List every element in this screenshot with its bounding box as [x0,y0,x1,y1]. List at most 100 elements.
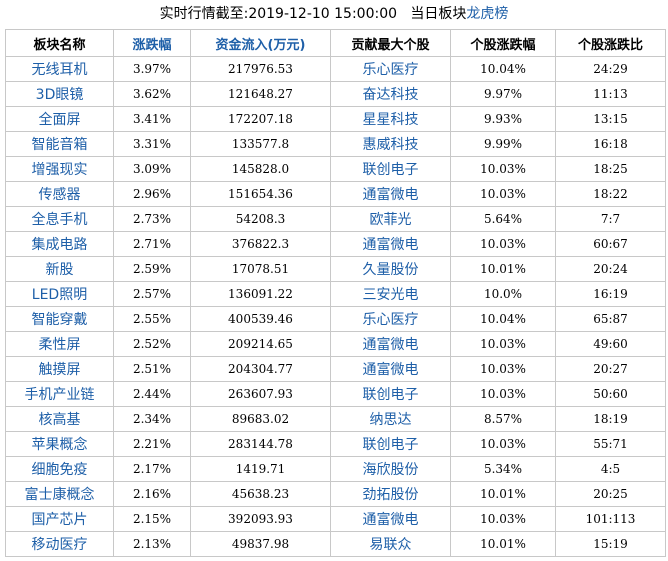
value-cell: 20:27 [555,356,666,382]
title-text: 实时行情截至:2019-12-10 15:00:00 当日板块 [159,6,467,22]
link-cell[interactable]: LED照明 [5,281,114,307]
link-cell[interactable]: 欧菲光 [330,206,451,232]
link-cell[interactable]: 星星科技 [330,106,451,132]
value-cell: 10.03% [450,506,556,532]
value-cell: 3.97% [113,56,191,82]
value-cell: 3.09% [113,156,191,182]
value-cell: 10.01% [450,481,556,507]
table-row: 智能穿戴 2.55% 400539.46 乐心医疗 10.04% 65:87 [5,306,666,332]
value-cell: 20:24 [555,256,666,282]
link-cell[interactable]: 全面屏 [5,106,114,132]
header-row: 板块名称 涨跌幅 资金流入(万元) 贡献最大个股 个股涨跌幅 个股涨跌比 [5,29,666,57]
value-cell: 217976.53 [190,56,331,82]
value-cell: 9.93% [450,106,556,132]
value-cell: 55:71 [555,431,666,457]
value-cell: 10.04% [450,306,556,332]
value-cell: 17078.51 [190,256,331,282]
table-row: 苹果概念 2.21% 283144.78 联创电子 10.03% 55:71 [5,431,666,457]
table-row: 智能音箱 3.31% 133577.8 惠威科技 9.99% 16:18 [5,131,666,157]
value-cell: 204304.77 [190,356,331,382]
value-cell: 10.03% [450,356,556,382]
link-cell[interactable]: 久量股份 [330,256,451,282]
link-cell[interactable]: 通富微电 [330,181,451,207]
value-cell: 2.44% [113,381,191,407]
value-cell: 2.52% [113,331,191,357]
link-cell[interactable]: 通富微电 [330,231,451,257]
value-cell: 10.03% [450,331,556,357]
link-cell[interactable]: 智能穿戴 [5,306,114,332]
value-cell: 2.71% [113,231,191,257]
link-cell[interactable]: 乐心医疗 [330,306,451,332]
link-cell[interactable]: 国产芯片 [5,506,114,532]
link-cell[interactable]: 劲拓股份 [330,481,451,507]
table-row: 触摸屏 2.51% 204304.77 通富微电 10.03% 20:27 [5,356,666,382]
link-cell[interactable]: 手机产业链 [5,381,114,407]
value-cell: 18:22 [555,181,666,207]
value-cell: 145828.0 [190,156,331,182]
link-cell[interactable]: 增强现实 [5,156,114,182]
link-cell[interactable]: 传感器 [5,181,114,207]
table-row: 传感器 2.96% 151654.36 通富微电 10.03% 18:22 [5,181,666,207]
table-row: 柔性屏 2.52% 209214.65 通富微电 10.03% 49:60 [5,331,666,357]
link-cell[interactable]: 柔性屏 [5,331,114,357]
value-cell: 5.34% [450,456,556,482]
value-cell: 2.13% [113,531,191,557]
link-cell[interactable]: 全息手机 [5,206,114,232]
link-cell[interactable]: 通富微电 [330,356,451,382]
column-header: 板块名称 [5,29,114,57]
column-header: 资金流入(万元) [190,29,331,57]
value-cell: 18:19 [555,406,666,432]
value-cell: 9.97% [450,81,556,107]
value-cell: 133577.8 [190,131,331,157]
link-cell[interactable]: 易联众 [330,531,451,557]
link-cell[interactable]: 富士康概念 [5,481,114,507]
value-cell: 2.15% [113,506,191,532]
link-cell[interactable]: 通富微电 [330,331,451,357]
link-cell[interactable]: 三安光电 [330,281,451,307]
link-cell[interactable]: 苹果概念 [5,431,114,457]
value-cell: 376822.3 [190,231,331,257]
value-cell: 89683.02 [190,406,331,432]
value-cell: 10.03% [450,431,556,457]
link-cell[interactable]: 核高基 [5,406,114,432]
link-cell[interactable]: 纳思达 [330,406,451,432]
link-cell[interactable]: 海欣股份 [330,456,451,482]
value-cell: 60:67 [555,231,666,257]
table-row: 无线耳机 3.97% 217976.53 乐心医疗 10.04% 24:29 [5,56,666,82]
table-row: 移动医疗 2.13% 49837.98 易联众 10.01% 15:19 [5,531,666,557]
value-cell: 10.03% [450,231,556,257]
link-cell[interactable]: 联创电子 [330,156,451,182]
link-cell[interactable]: 3D眼镜 [5,81,114,107]
link-cell[interactable]: 无线耳机 [5,56,114,82]
table-row: 集成电路 2.71% 376822.3 通富微电 10.03% 60:67 [5,231,666,257]
value-cell: 1419.71 [190,456,331,482]
column-header: 个股涨跌幅 [450,29,556,57]
link-cell[interactable]: 联创电子 [330,381,451,407]
value-cell: 2.57% [113,281,191,307]
link-cell[interactable]: 移动医疗 [5,531,114,557]
link-cell[interactable]: 新股 [5,256,114,282]
link-cell[interactable]: 触摸屏 [5,356,114,382]
value-cell: 49837.98 [190,531,331,557]
value-cell: 13:15 [555,106,666,132]
link-cell[interactable]: 乐心医疗 [330,56,451,82]
table-row: 国产芯片 2.15% 392093.93 通富微电 10.03% 101:113 [5,506,666,532]
value-cell: 54208.3 [190,206,331,232]
table-row: 富士康概念 2.16% 45638.23 劲拓股份 10.01% 20:25 [5,481,666,507]
link-cell[interactable]: 惠威科技 [330,131,451,157]
link-cell[interactable]: 奋达科技 [330,81,451,107]
link-cell[interactable]: 通富微电 [330,506,451,532]
value-cell: 5.64% [450,206,556,232]
value-cell: 10.03% [450,181,556,207]
value-cell: 2.51% [113,356,191,382]
link-cell[interactable]: 联创电子 [330,431,451,457]
link-cell[interactable]: 细胞免疫 [5,456,114,482]
value-cell: 4:5 [555,456,666,482]
value-cell: 7:7 [555,206,666,232]
link-cell[interactable]: 集成电路 [5,231,114,257]
value-cell: 121648.27 [190,81,331,107]
value-cell: 2.21% [113,431,191,457]
value-cell: 2.55% [113,306,191,332]
link-cell[interactable]: 智能音箱 [5,131,114,157]
